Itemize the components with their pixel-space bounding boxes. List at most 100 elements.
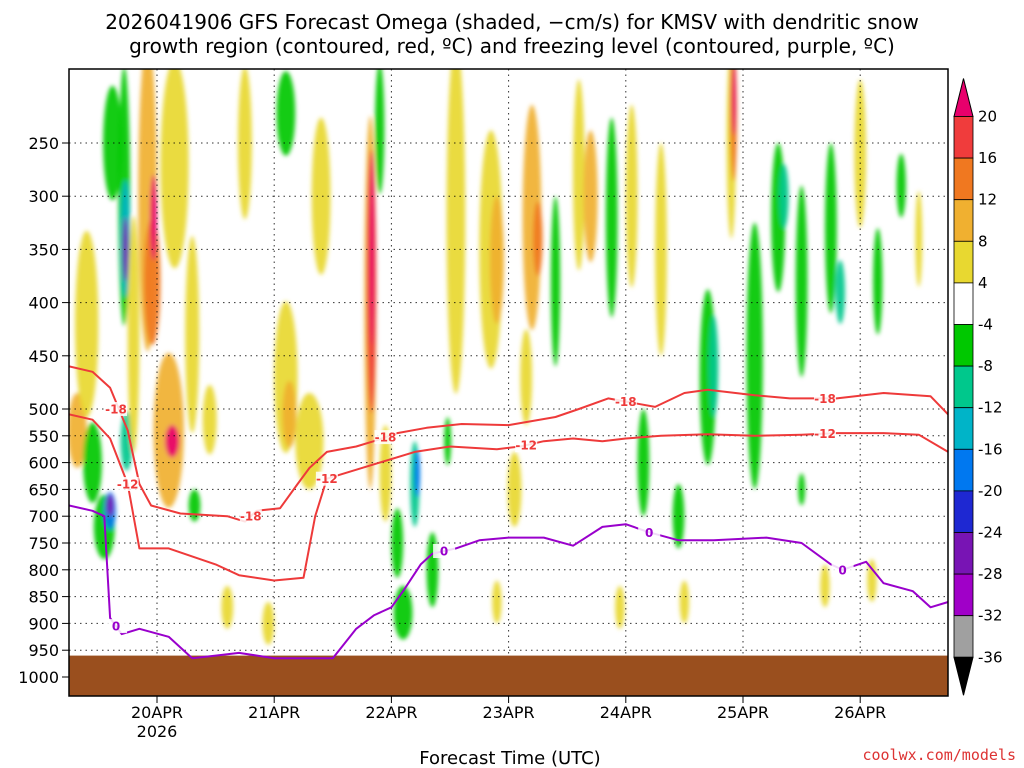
omega-region-11 <box>128 216 140 453</box>
omega-region-65 <box>873 228 882 334</box>
y-tick-label-850: 850 <box>28 588 59 607</box>
colorbar-label-12: -32 <box>978 607 1003 625</box>
x-tick-label-26APR: 26APR <box>834 703 886 722</box>
colorbar-label-10: -24 <box>978 524 1003 542</box>
y-axis: 250 300 350 400 450 500 550 600 650 700 750 800 850 9… <box>18 134 69 687</box>
omega-region-51 <box>655 143 667 356</box>
contour-label-0: 0 <box>112 620 120 634</box>
y-tick-label-400: 400 <box>28 294 59 313</box>
omega-region-70 <box>615 586 624 629</box>
colorbar-swatch-8 <box>954 408 973 450</box>
omega-region-40 <box>490 196 504 324</box>
omega-region-38 <box>447 41 466 393</box>
omega-region-18 <box>185 236 199 433</box>
contour-label--12: -12 <box>117 478 139 492</box>
y-tick-label-600: 600 <box>28 454 59 473</box>
omega-region-16 <box>165 425 179 457</box>
omega-region-58 <box>747 223 763 489</box>
omega-region-5 <box>107 495 114 516</box>
colorbar-label-5: -4 <box>978 316 993 334</box>
omega-region-48 <box>606 118 618 318</box>
y-tick-label-700: 700 <box>28 507 59 526</box>
contour-label--12: -12 <box>316 472 338 486</box>
x-axis-title: Forecast Time (UTC) <box>419 748 600 768</box>
contour-label--18: -18 <box>105 403 127 417</box>
omega-region-57 <box>731 62 736 136</box>
colorbar-swatch-1 <box>954 117 973 159</box>
colorbar-label-9: -20 <box>978 482 1003 500</box>
y-tick-label-300: 300 <box>28 187 59 206</box>
omega-region-71 <box>492 581 501 624</box>
omega-region-43 <box>533 202 542 276</box>
colorbar-label-3: 8 <box>978 232 988 250</box>
colorbar-label-2: 12 <box>978 191 997 209</box>
omega-region-66 <box>897 154 906 218</box>
y-tick-label-1000: 1000 <box>18 668 59 687</box>
colorbar-label-1: 16 <box>978 149 997 167</box>
colorbar-swatch-12 <box>954 574 973 616</box>
contour-label--18: -18 <box>814 392 836 406</box>
plot-area: -18 -18 -18 -18 -18 -12 -12 -12 -12 0 0 0 0 <box>68 41 948 696</box>
colorbar-bottom-arrow <box>954 657 973 695</box>
omega-region-14 <box>150 175 157 260</box>
contour-label--18: -18 <box>240 510 262 524</box>
omega-region-63 <box>836 260 845 324</box>
omega-region-30 <box>375 63 384 194</box>
colorbar-swatch-5 <box>954 283 973 325</box>
colorbar-label-0: 20 <box>978 108 997 126</box>
x-axis: 20APR 21APR 22APR 23APR 24APR 25APR 26APR <box>131 696 886 722</box>
credit-link[interactable]: coolwx.com/models <box>862 746 1016 764</box>
colorbar-label-6: -8 <box>978 357 993 375</box>
omega-region-62 <box>825 143 837 313</box>
omega-forecast-chart: 2026041906 GFS Forecast Omega (shaded, −… <box>0 0 1024 768</box>
x-tick-label-23APR: 23APR <box>483 703 535 722</box>
colorbar-swatch-11 <box>954 533 973 575</box>
colorbar-label-7: -12 <box>978 399 1003 417</box>
y-tick-label-800: 800 <box>28 561 59 580</box>
omega-region-46 <box>573 79 585 270</box>
colorbar-swatch-3 <box>954 200 973 242</box>
colorbar-swatch-7 <box>954 366 973 408</box>
omega-region-17 <box>161 60 189 268</box>
omega-region-67 <box>915 191 922 287</box>
ground-surface <box>69 656 948 696</box>
y-tick-label-950: 950 <box>28 641 59 660</box>
x-tick-label-24APR: 24APR <box>600 703 652 722</box>
omega-region-44 <box>520 329 532 425</box>
omega-region-61 <box>796 185 808 377</box>
colorbar-swatch-9 <box>954 449 973 491</box>
colorbar-swatch-2 <box>954 158 973 200</box>
y-tick-label-550: 550 <box>28 427 59 446</box>
contour-label-0: 0 <box>838 563 846 577</box>
x-tick-label-22APR: 22APR <box>365 703 417 722</box>
omega-region-73 <box>221 586 233 629</box>
omega-region-54 <box>709 316 718 417</box>
omega-region-1 <box>75 231 98 417</box>
contour-label-0: 0 <box>645 526 653 540</box>
omega-region-47 <box>584 130 598 262</box>
omega-region-32 <box>391 508 403 578</box>
omega-region-74 <box>680 581 689 624</box>
omega-region-35 <box>414 449 420 497</box>
colorbar-label-13: -36 <box>978 648 1003 666</box>
chart-title-line-1: 2026041906 GFS Forecast Omega (shaded, −… <box>105 10 919 34</box>
contour-label-0: 0 <box>440 545 448 559</box>
x-tick-label-25APR: 25APR <box>717 703 769 722</box>
omega-region-45 <box>551 196 560 366</box>
y-tick-label-350: 350 <box>28 240 59 259</box>
omega-region-64 <box>854 79 866 227</box>
contour-label--18: -18 <box>375 431 397 445</box>
omega-region-69 <box>820 565 829 608</box>
omega-region-20 <box>189 489 201 521</box>
y-tick-label-450: 450 <box>28 347 59 366</box>
y-tick-label-250: 250 <box>28 134 59 153</box>
contour-label--12: -12 <box>814 427 836 441</box>
y-tick-label-650: 650 <box>28 480 59 499</box>
contour-label--12: -12 <box>515 439 537 453</box>
colorbar-label-11: -28 <box>978 565 1003 583</box>
x-year-label: 2026 <box>137 722 178 741</box>
y-tick-label-500: 500 <box>28 400 59 419</box>
omega-region-24 <box>282 381 296 448</box>
omega-region-19 <box>203 385 217 454</box>
omega-region-33 <box>394 586 413 640</box>
